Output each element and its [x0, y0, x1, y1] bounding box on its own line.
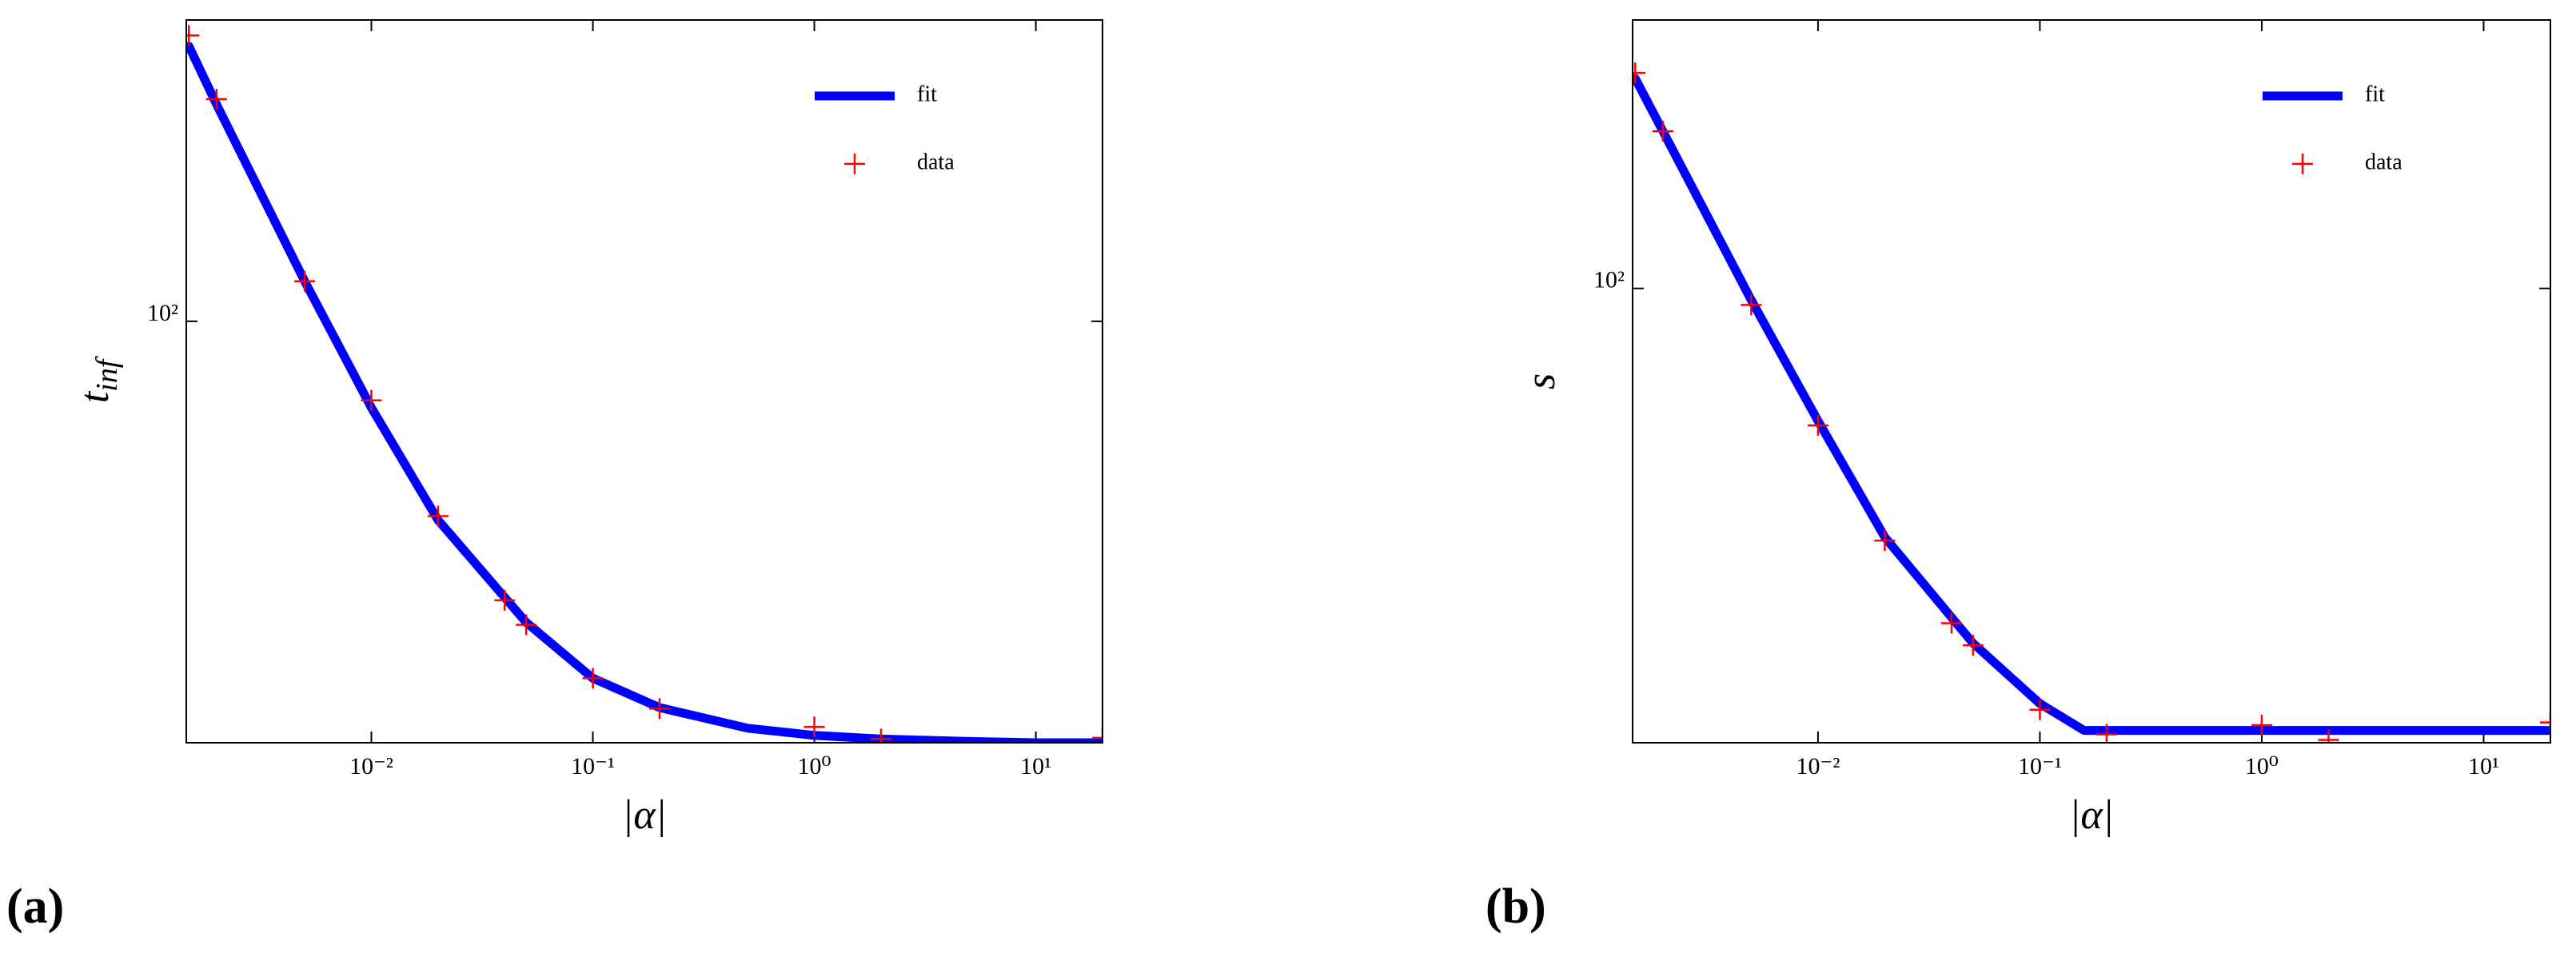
- data-marker: [870, 728, 891, 743]
- data-marker: [1940, 612, 1962, 634]
- data-marker: [1962, 635, 1984, 656]
- data-marker: [1807, 415, 1828, 437]
- x-tick-label: 10¹: [1020, 753, 1051, 780]
- data-marker: [186, 25, 200, 46]
- data-marker: [294, 270, 316, 292]
- x-axis-label: |α|: [622, 792, 667, 838]
- data-marker: [2540, 712, 2550, 733]
- data-marker: [648, 698, 670, 720]
- axes-frame: [185, 19, 1103, 744]
- data-marker: [2029, 699, 2051, 720]
- y-axis-label-main: t: [72, 390, 118, 403]
- legend-label: data: [2365, 150, 2403, 174]
- axes-frame: [1632, 19, 2551, 744]
- data-marker: [1874, 530, 1896, 552]
- plot-area: [186, 25, 1103, 743]
- y-tick-label: 10²: [1593, 267, 1625, 293]
- x-tick-label: 10¹: [2468, 753, 2499, 780]
- data-marker: [427, 505, 449, 527]
- x-tick-label: 10⁰: [2245, 753, 2279, 780]
- legend-marker: [844, 154, 865, 174]
- panel-label: (a): [6, 879, 64, 934]
- data-marker: [1741, 294, 1762, 316]
- y-axis-label-main: s: [1518, 373, 1564, 389]
- y-axis-label: s: [1518, 373, 1564, 389]
- x-tick-label: 10⁻²: [1796, 753, 1840, 780]
- data-marker: [582, 668, 604, 689]
- legend-label: data: [917, 150, 955, 174]
- fit-line: [186, 42, 1103, 743]
- legend-marker: [2292, 154, 2313, 174]
- legend-label: fit: [917, 82, 937, 106]
- data-marker: [2095, 724, 2117, 743]
- plot-area: [1633, 62, 2550, 743]
- x-tick-label: 10⁻¹: [571, 753, 615, 780]
- data-marker: [2318, 729, 2339, 743]
- fit-line: [1633, 74, 2550, 736]
- data-marker: [1652, 121, 1673, 142]
- data-marker: [516, 614, 537, 636]
- y-axis-label: tinf: [72, 356, 124, 403]
- data-marker: [1633, 62, 1646, 84]
- data-marker: [1092, 727, 1103, 743]
- y-axis-label-sub: inf: [90, 356, 124, 392]
- data-marker: [494, 589, 516, 611]
- x-tick-label: 10⁰: [798, 753, 831, 780]
- x-axis-label: |α|: [2069, 792, 2114, 838]
- data-marker: [205, 89, 227, 110]
- x-tick-label: 10⁻²: [349, 753, 393, 780]
- panel-label: (b): [1485, 879, 1546, 934]
- data-marker: [804, 716, 825, 738]
- data-marker: [361, 389, 382, 411]
- data-marker: [2251, 714, 2272, 736]
- legend-label: fit: [2365, 82, 2385, 106]
- y-tick-label: 10²: [147, 300, 178, 326]
- x-tick-label: 10⁻¹: [2018, 753, 2062, 780]
